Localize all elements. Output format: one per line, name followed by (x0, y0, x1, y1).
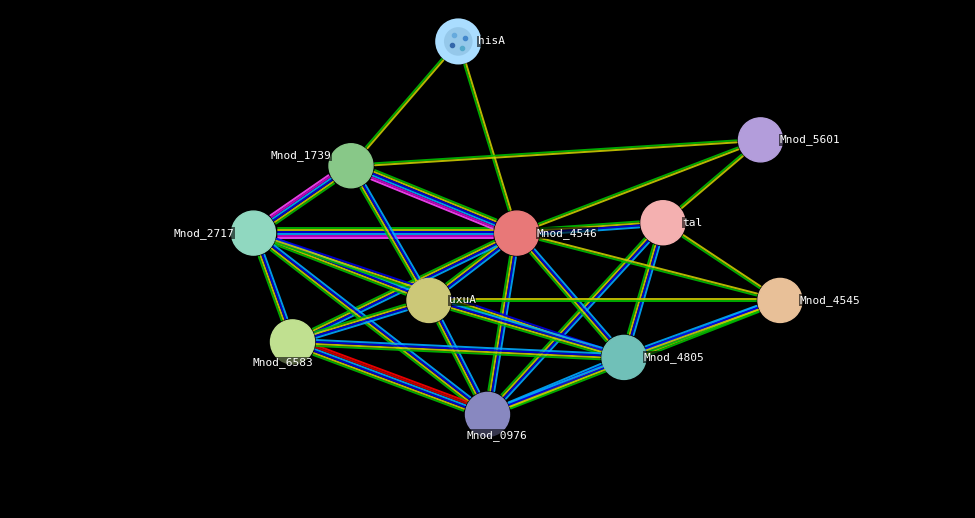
Text: Mnod_0976: Mnod_0976 (467, 429, 527, 441)
Text: Mnod_1739: Mnod_1739 (271, 150, 332, 161)
Circle shape (270, 320, 315, 364)
Circle shape (641, 201, 685, 244)
Text: Mnod_6583: Mnod_6583 (253, 357, 313, 368)
Text: uxuA: uxuA (448, 295, 476, 306)
Circle shape (407, 279, 451, 322)
Text: Mnod_2717: Mnod_2717 (174, 227, 234, 239)
Circle shape (738, 118, 783, 162)
Circle shape (494, 211, 539, 255)
Text: Mnod_4805: Mnod_4805 (644, 352, 704, 363)
Circle shape (758, 279, 802, 322)
Circle shape (329, 144, 373, 188)
Text: Mnod_4546: Mnod_4546 (536, 227, 597, 239)
Circle shape (602, 336, 646, 379)
Text: hisA: hisA (478, 36, 505, 47)
Text: Mnod_5601: Mnod_5601 (780, 134, 840, 146)
Text: tal: tal (682, 218, 703, 228)
Text: Mnod_4545: Mnod_4545 (800, 295, 860, 306)
Circle shape (465, 393, 510, 436)
Circle shape (231, 211, 276, 255)
Circle shape (444, 27, 473, 56)
Circle shape (436, 20, 481, 63)
